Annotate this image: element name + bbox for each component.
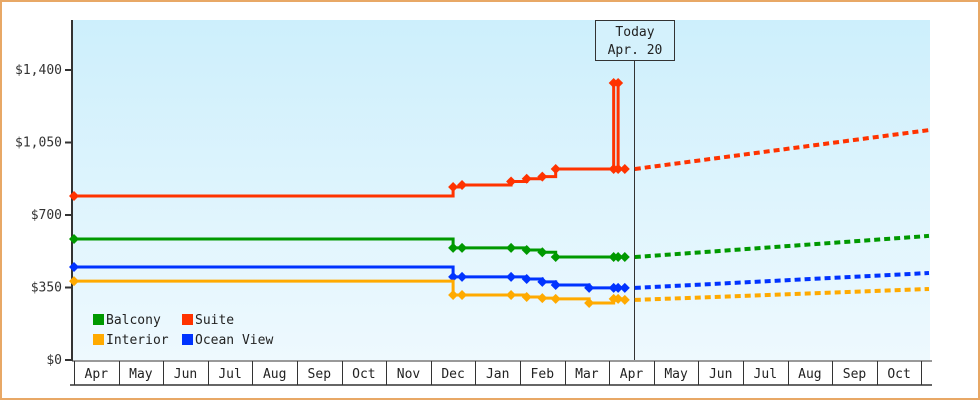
x-axis: Apr May Jun Jul Aug Sep Oct Nov Dec Jan Feb Mar Apr M…: [70, 360, 932, 386]
data-point-marker[interactable]: [550, 280, 561, 291]
x-tick-label: Dec: [441, 367, 464, 382]
data-point-marker[interactable]: [448, 271, 459, 282]
x-tick-label: Mar: [575, 367, 599, 382]
data-point-marker[interactable]: [448, 289, 459, 300]
legend-label: Balcony: [106, 313, 161, 328]
data-point-marker[interactable]: [550, 252, 561, 263]
x-tick-label: Apr: [620, 367, 644, 382]
y-tick-label: $0: [46, 353, 62, 368]
data-point-marker[interactable]: [457, 179, 468, 190]
data-point-marker[interactable]: [69, 261, 79, 272]
data-point-marker[interactable]: [521, 173, 532, 184]
y-tick-label: $700: [31, 208, 62, 223]
data-point-marker[interactable]: [537, 171, 548, 182]
series-balcony: [69, 233, 930, 263]
today-marker: Today Apr. 20: [595, 20, 675, 360]
x-tick-label: Jul: [218, 367, 241, 382]
data-point-marker[interactable]: [537, 293, 548, 304]
data-point-marker[interactable]: [506, 271, 517, 282]
data-point-marker[interactable]: [521, 292, 532, 303]
series-suite: [69, 78, 930, 201]
x-tick-label: Aug: [798, 367, 821, 382]
data-point-marker[interactable]: [457, 242, 468, 253]
data-point-marker[interactable]: [619, 164, 630, 175]
data-point-marker[interactable]: [506, 289, 517, 300]
data-point-marker[interactable]: [521, 245, 532, 256]
x-tick-label: Apr: [85, 367, 109, 382]
data-point-marker[interactable]: [613, 252, 624, 263]
x-tick-label: Jun: [709, 367, 732, 382]
y-tick-label: $350: [31, 281, 62, 296]
x-tick-label: Sep: [843, 367, 867, 382]
data-point-marker[interactable]: [448, 182, 459, 193]
x-tick-label: Jun: [174, 367, 197, 382]
data-point-marker[interactable]: [448, 242, 459, 253]
x-tick-label: Jan: [486, 367, 509, 382]
legend-label: Interior: [106, 333, 169, 348]
y-tick-label: $1,050: [15, 136, 62, 151]
today-callout: [595, 20, 675, 61]
data-point-marker[interactable]: [69, 276, 79, 287]
data-point-marker[interactable]: [550, 164, 561, 175]
data-point-marker[interactable]: [619, 252, 630, 263]
x-tick-label: Nov: [397, 367, 421, 382]
projection-line: [634, 233, 930, 260]
projection-line: [634, 286, 930, 302]
data-point-marker[interactable]: [457, 271, 468, 282]
y-tick-label: $1,400: [15, 63, 62, 78]
projection-line: [634, 271, 930, 290]
data-point-marker[interactable]: [506, 176, 517, 187]
data-point-marker[interactable]: [584, 282, 595, 293]
x-tick-label: Sep: [308, 367, 332, 382]
x-tick-label: Oct: [887, 367, 910, 382]
legend-swatch-ocean-view: [182, 334, 193, 345]
data-point-marker[interactable]: [619, 282, 630, 293]
today-label: Today: [615, 25, 654, 40]
data-point-marker[interactable]: [613, 282, 624, 293]
data-point-marker[interactable]: [613, 293, 624, 304]
data-point-marker[interactable]: [550, 293, 561, 304]
x-tick-label: May: [664, 367, 688, 382]
data-point-marker[interactable]: [537, 276, 548, 287]
legend: Balcony Suite Interior Ocean View: [93, 313, 273, 348]
x-tick-label: Aug: [263, 367, 286, 382]
data-point-marker[interactable]: [521, 274, 532, 285]
data-point-marker[interactable]: [69, 234, 79, 245]
legend-swatch-suite: [182, 314, 193, 325]
x-tick-label: May: [129, 367, 153, 382]
x-tick-label: Oct: [352, 367, 375, 382]
legend-swatch-balcony: [93, 314, 104, 325]
series-layer: [69, 78, 930, 309]
x-tick-label: Feb: [531, 367, 555, 382]
data-point-marker[interactable]: [584, 298, 595, 309]
data-point-marker[interactable]: [506, 242, 517, 253]
legend-label: Ocean View: [195, 333, 273, 348]
data-point-marker[interactable]: [537, 247, 548, 258]
legend-swatch-interior: [93, 334, 104, 345]
data-point-marker[interactable]: [613, 164, 624, 175]
data-point-marker[interactable]: [69, 190, 79, 201]
series-ocean-view: [69, 261, 930, 293]
today-date: Apr. 20: [608, 43, 663, 58]
plot-area: [72, 20, 930, 360]
data-point-marker[interactable]: [457, 289, 468, 300]
data-point-marker[interactable]: [619, 294, 630, 305]
y-axis: $0 $350 $700 $1,050 $1,400: [15, 20, 73, 368]
data-point-marker[interactable]: [613, 78, 624, 89]
legend-label: Suite: [195, 313, 234, 328]
x-tick-label: Jul: [754, 367, 777, 382]
series-interior: [69, 276, 930, 309]
